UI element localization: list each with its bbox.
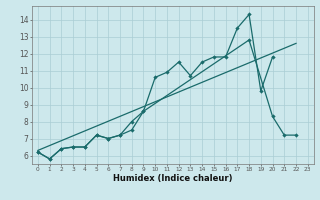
X-axis label: Humidex (Indice chaleur): Humidex (Indice chaleur) xyxy=(113,174,233,183)
